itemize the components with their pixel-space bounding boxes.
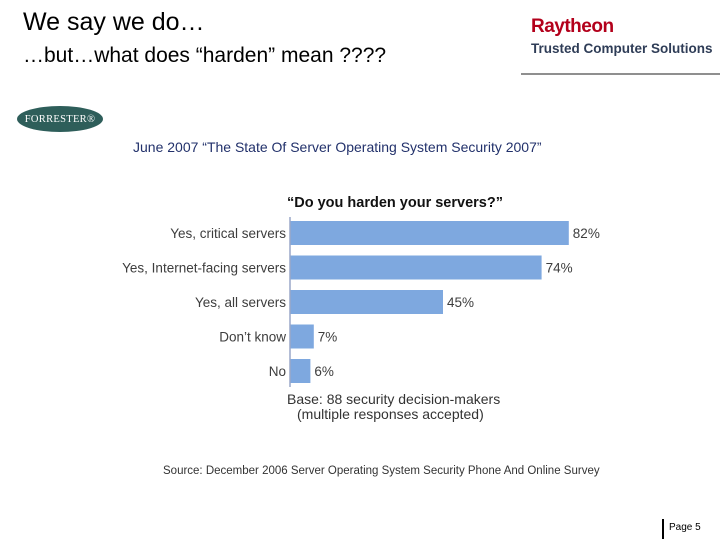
data-label: 82% — [573, 226, 600, 241]
bar — [290, 255, 542, 280]
report-title: June 2007 “The State Of Server Operating… — [133, 139, 542, 155]
category-label: Yes, critical servers — [170, 226, 286, 241]
data-label: 6% — [314, 364, 334, 379]
data-label: 74% — [546, 261, 573, 276]
bar — [290, 221, 569, 245]
data-label: 7% — [318, 330, 338, 345]
slide-subtitle: …but…what does “harden” mean ???? — [23, 44, 387, 67]
category-label: No — [269, 364, 286, 379]
footer-divider — [662, 519, 664, 539]
brand-name: Raytheon — [531, 16, 614, 37]
base-note-line2: (multiple responses accepted) — [297, 406, 484, 422]
bar — [290, 290, 443, 314]
bar — [290, 359, 311, 383]
forrester-logo: FORRESTER® — [17, 106, 103, 132]
raytheon-logo: Raytheon Trusted Computer Solutions — [531, 16, 716, 56]
source-note: Source: December 2006 Server Operating S… — [163, 465, 600, 477]
brand-tagline: Trusted Computer Solutions — [531, 41, 713, 56]
page-number: Page 5 — [669, 522, 701, 533]
category-label: Yes, Internet-facing servers — [122, 261, 286, 276]
data-label: 45% — [447, 295, 474, 310]
base-note: Base: 88 security decision-makers (multi… — [287, 392, 500, 422]
forrester-logo-text: FORRESTER® — [24, 113, 96, 125]
bar-chart: “Do you harden your servers?” Yes, criti… — [122, 195, 600, 387]
chart-title: “Do you harden your servers?” — [287, 195, 503, 211]
category-label: Yes, all servers — [195, 295, 286, 310]
bar — [290, 324, 314, 349]
slide-title: We say we do… — [23, 8, 205, 36]
header-divider — [521, 73, 720, 75]
base-note-line1: Base: 88 security decision-makers — [287, 391, 501, 407]
category-label: Don’t know — [219, 330, 286, 345]
